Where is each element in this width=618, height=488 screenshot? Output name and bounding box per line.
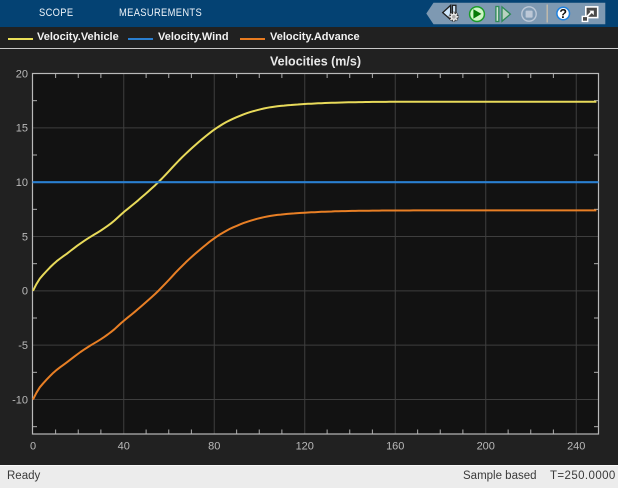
svg-text:80: 80	[208, 441, 220, 453]
svg-text:-10: -10	[12, 394, 28, 406]
svg-text:0: 0	[30, 441, 36, 453]
svg-text:Velocities (m/s): Velocities (m/s)	[270, 55, 361, 69]
svg-text:200: 200	[477, 441, 495, 453]
svg-text:40: 40	[118, 441, 130, 453]
svg-text:240: 240	[567, 441, 585, 453]
svg-text:?: ?	[559, 7, 567, 21]
svg-text:160: 160	[386, 441, 404, 453]
svg-text:15: 15	[16, 123, 28, 135]
svg-text:20: 20	[16, 68, 28, 80]
svg-text:10: 10	[16, 177, 28, 189]
svg-text:-5: -5	[18, 340, 28, 352]
svg-text:120: 120	[296, 441, 314, 453]
svg-text:0: 0	[22, 286, 28, 298]
svg-text:5: 5	[22, 231, 28, 243]
